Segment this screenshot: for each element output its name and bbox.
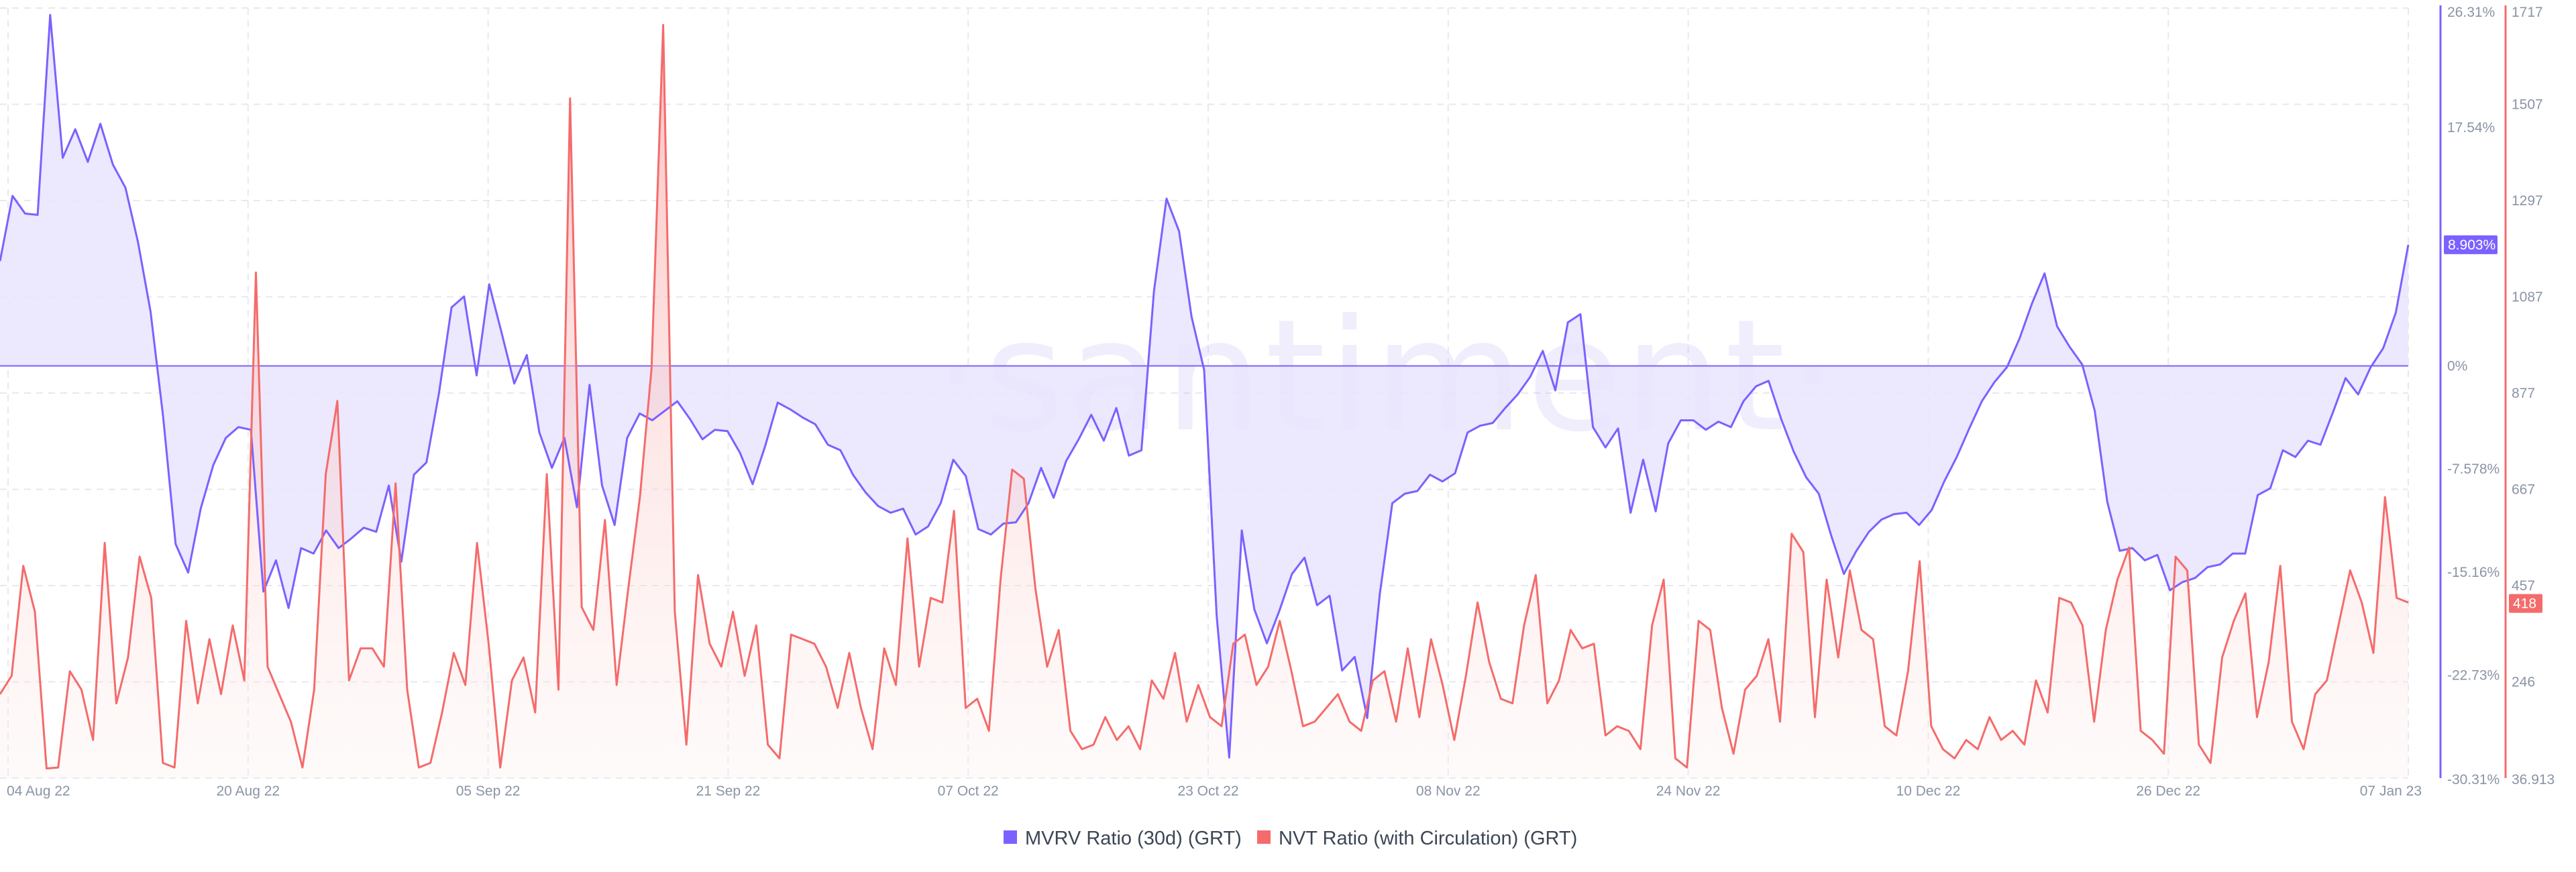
mvrv-area (0, 15, 2408, 758)
right-tick-label: 457 (2512, 578, 2535, 594)
x-axis-ticks: 04 Aug 22 20 Aug 22 05 Sep 22 21 Sep 22 07 O… (7, 783, 2422, 799)
left-tick-label: -22.73% (2447, 667, 2500, 683)
right-tick-label: 877 (2512, 386, 2535, 401)
legend-label-nvt: NVT Ratio (with Circulation) (GRT) (1279, 828, 1577, 849)
legend-swatch-mvrv (1004, 830, 1017, 844)
nvt-line (0, 23, 2409, 770)
right-tick-label: 1507 (2512, 97, 2543, 113)
x-tick-label: 04 Aug 22 (7, 783, 70, 799)
right-tick-label: 1087 (2512, 290, 2543, 305)
left-tick-label: 26.31% (2447, 5, 2495, 20)
legend-item-mvrv[interactable]: MVRV Ratio (30d) (GRT) (1004, 828, 1242, 849)
left-tick-label: 0% (2447, 358, 2467, 374)
x-tick-label: 26 Dec 22 (2136, 783, 2200, 799)
left-axis-ticks: 26.31% 17.54% 0% -7.578% -15.16% -22.73% -30.3… (2447, 5, 2500, 787)
x-tick-label: 23 Oct 22 (1177, 783, 1238, 799)
x-tick-label: 10 Dec 22 (1896, 783, 1961, 799)
left-tick-label: -30.31% (2447, 772, 2500, 787)
x-tick-label: 21 Sep 22 (696, 783, 761, 799)
mvrv-last-value-badge (2444, 235, 2498, 254)
x-tick-label: 24 Nov 22 (1656, 783, 1721, 799)
x-tick-label: 07 Oct 22 (938, 783, 999, 799)
series-lines (0, 13, 2410, 770)
left-tick-label: 17.54% (2447, 120, 2495, 135)
legend-label-mvrv: MVRV Ratio (30d) (GRT) (1025, 828, 1242, 849)
left-tick-label: -7.578% (2447, 461, 2500, 477)
legend-item-nvt[interactable]: NVT Ratio (with Circulation) (GRT) (1257, 828, 1577, 849)
nvt-last-value-badge (2509, 594, 2542, 613)
x-tick-label: 05 Sep 22 (456, 783, 521, 799)
nvt-last-value: 418 (2513, 596, 2536, 612)
legend: MVRV Ratio (30d) (GRT) NVT Ratio (with C… (1004, 828, 1577, 849)
last-value-badges: 8.903% 418 (2444, 235, 2542, 613)
x-tick-label: 08 Nov 22 (1416, 783, 1481, 799)
x-tick-label: 07 Jan 23 (2360, 783, 2422, 799)
mvrv-line (0, 13, 2410, 759)
right-tick-label: 1297 (2512, 193, 2543, 209)
right-tick-label: 246 (2512, 675, 2535, 690)
left-tick-label: -15.16% (2447, 565, 2500, 580)
right-axis-ticks: 1717 1507 1297 1087 877 667 457 246 36.913 (2512, 5, 2555, 787)
right-tick-label: 1717 (2512, 5, 2543, 20)
mvrv-last-value: 8.903% (2448, 237, 2496, 253)
right-tick-label: 36.913 (2512, 772, 2555, 787)
axes (2439, 5, 2507, 778)
nvt-area (0, 25, 2408, 778)
legend-swatch-nvt (1257, 830, 1271, 844)
x-tick-label: 20 Aug 22 (217, 783, 280, 799)
right-tick-label: 667 (2512, 482, 2535, 498)
